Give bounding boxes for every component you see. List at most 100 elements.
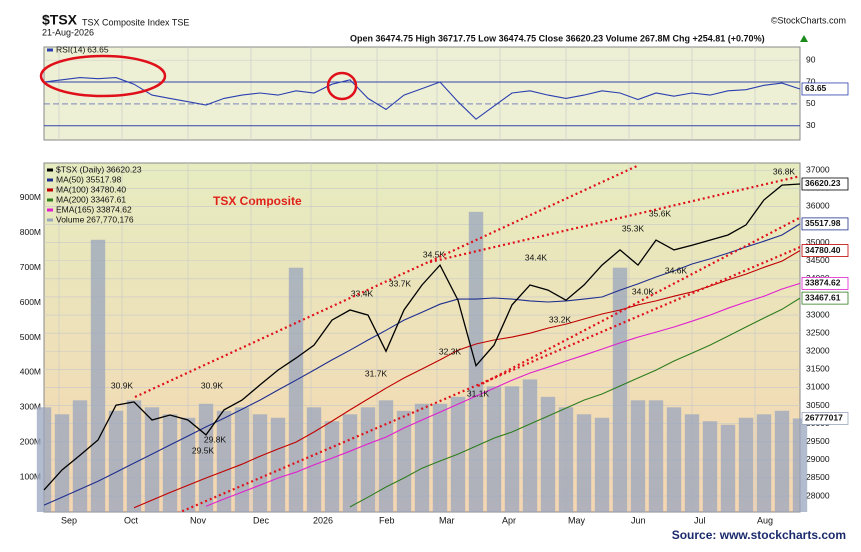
x-tick-label: Jun xyxy=(631,515,646,525)
value-box-label: 36620.23 xyxy=(805,178,841,188)
source: Source: www.stockcharts.com xyxy=(672,528,846,542)
volume-bar xyxy=(648,400,664,512)
y-tick-label: 70 xyxy=(806,76,816,86)
legend-name: MA(200) xyxy=(56,194,89,204)
volume-bar xyxy=(54,414,70,512)
x-tick-label: Dec xyxy=(253,515,270,525)
legend-name: RSI(14) xyxy=(56,44,85,54)
symbol: $TSX xyxy=(42,12,78,28)
value-box xyxy=(801,244,849,257)
volume-bar xyxy=(504,386,520,512)
y-tick-label: 29000 xyxy=(806,454,830,464)
legend-name: EMA(165) xyxy=(56,204,94,214)
volume-bar xyxy=(720,424,736,512)
annotation: 35.6K xyxy=(649,208,672,218)
value-box xyxy=(801,412,849,425)
rsi-panel xyxy=(43,46,801,141)
volume-bar xyxy=(522,379,538,512)
volume-bar xyxy=(774,410,790,512)
x-tick-label: Sep xyxy=(61,515,77,525)
y2-tick-label: 700M xyxy=(20,262,41,272)
volume-bar xyxy=(198,403,214,512)
volume-bar xyxy=(252,414,268,512)
legend-value: 33467.61 xyxy=(91,194,127,204)
legend-value: 267,770,176 xyxy=(86,214,134,224)
y-tick-label: 36000 xyxy=(806,201,830,211)
y-tick-label: 30 xyxy=(806,120,816,130)
volume-bar xyxy=(234,407,250,512)
highlight xyxy=(39,54,167,98)
value-box xyxy=(801,291,849,305)
y2-tick-label: 900M xyxy=(20,192,41,202)
trendline xyxy=(429,175,800,264)
annotation: 34.4K xyxy=(525,252,548,262)
annotation: 33.4K xyxy=(351,288,374,298)
volume-bar xyxy=(612,267,628,512)
volume-bar xyxy=(558,407,574,512)
series-line xyxy=(43,183,801,491)
x-tick-label: Jul xyxy=(694,515,706,525)
annotation: 30.9K xyxy=(111,380,134,390)
volume-bar xyxy=(90,239,106,512)
volume-bar xyxy=(126,400,142,512)
y-tick-label: 35000 xyxy=(806,237,830,247)
x-tick-label: Mar xyxy=(439,515,455,525)
annotation: 36.8K xyxy=(773,166,796,176)
y2-tick-label: 800M xyxy=(20,227,41,237)
value-box-label: 63.65 xyxy=(805,83,827,93)
date: 21-Aug-2026 xyxy=(42,27,94,37)
value-box-label: 35517.98 xyxy=(805,218,841,228)
value-box-label: 33467.61 xyxy=(805,292,841,302)
trendline xyxy=(177,245,800,512)
volume-bar xyxy=(738,417,754,512)
y2-tick-label: 100M xyxy=(20,471,41,481)
legend-swatch xyxy=(47,48,53,52)
y-tick-label: 28500 xyxy=(806,472,830,482)
value-box xyxy=(801,276,849,290)
x-tick-label: Aug xyxy=(757,515,773,525)
volume-bar xyxy=(162,414,178,512)
annotation: 29.5K xyxy=(192,445,215,455)
value-box-label: 34780.40 xyxy=(805,245,841,255)
annotation: 33.2K xyxy=(549,314,572,324)
volume-bar xyxy=(540,396,556,512)
up-arrow xyxy=(800,35,808,42)
y-tick-label: 50 xyxy=(806,98,816,108)
x-tick-label: Nov xyxy=(190,515,207,525)
series-line xyxy=(349,297,801,508)
annotation: 32.3K xyxy=(439,346,462,356)
quote: Open 36474.75 High 36717.75 Low 36474.75… xyxy=(350,33,765,43)
volume-bar xyxy=(378,400,394,512)
annotation: 34.6K xyxy=(665,265,688,275)
volume-bar xyxy=(342,414,358,512)
legend-name: $TSX (Daily) xyxy=(56,164,104,174)
y-tick-label: 31000 xyxy=(806,382,830,392)
volume-bar xyxy=(108,410,124,512)
y-tick-label: 29500 xyxy=(806,436,830,446)
annotation: 33.7K xyxy=(389,278,412,288)
x-tick-label: Feb xyxy=(379,515,395,525)
x-tick-label: 2026 xyxy=(313,515,333,525)
legend-swatch xyxy=(47,178,53,182)
legend-swatch xyxy=(47,218,53,222)
legend-swatch xyxy=(47,208,53,212)
volume-bar xyxy=(216,410,232,512)
legend-name: Volume xyxy=(56,214,85,224)
trendline xyxy=(134,165,638,398)
y-tick-label: 37000 xyxy=(806,164,830,174)
copyright: ©StockCharts.com xyxy=(771,15,846,25)
legend-name: MA(100) xyxy=(56,184,89,194)
x-tick-label: Oct xyxy=(124,515,139,525)
volume-bar xyxy=(576,414,592,512)
annotation: 29.8K xyxy=(204,434,227,444)
volume-bar xyxy=(684,414,700,512)
volume-bar xyxy=(288,267,304,512)
index-name: TSX Composite Index TSE xyxy=(82,17,189,27)
volume-bar xyxy=(666,407,682,512)
x-tick-label: May xyxy=(568,515,586,525)
legend-value: 63.65 xyxy=(87,44,109,54)
y-tick-label: 28000 xyxy=(806,490,830,500)
series-line xyxy=(43,77,801,120)
y-tick-label: 32000 xyxy=(806,346,830,356)
annotation: 31.7K xyxy=(365,368,388,378)
